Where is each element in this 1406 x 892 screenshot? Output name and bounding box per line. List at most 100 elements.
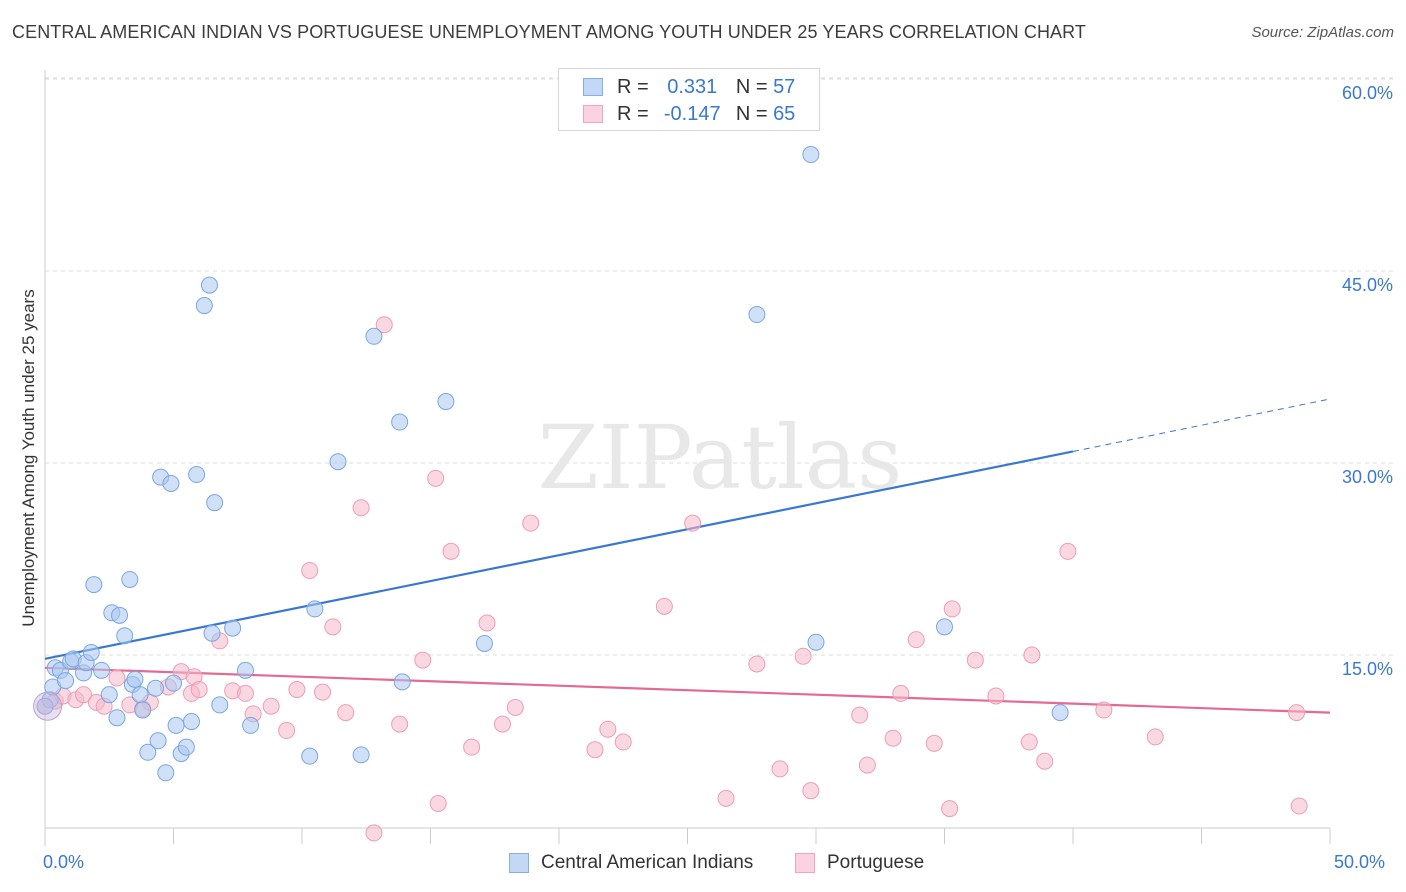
point-portuguese	[802, 782, 820, 800]
point-portuguese	[794, 647, 812, 665]
point-central-american	[131, 686, 149, 704]
point-central-american	[182, 713, 200, 731]
point-central-american	[365, 327, 383, 345]
source-label: Source: ZipAtlas.com	[1251, 24, 1394, 41]
point-central-american	[748, 306, 766, 324]
point-portuguese	[884, 729, 902, 747]
point-portuguese	[324, 618, 342, 636]
point-portuguese	[352, 499, 370, 517]
trend-line-extension	[1072, 398, 1331, 452]
y-tick-label: 60.0%	[1341, 83, 1393, 103]
point-portuguese	[1290, 797, 1308, 815]
data-points	[33, 146, 1308, 842]
point-portuguese	[262, 697, 280, 715]
point-central-american	[36, 697, 54, 715]
point-portuguese	[987, 687, 1005, 705]
point-central-american	[108, 709, 126, 727]
point-central-american	[162, 474, 180, 492]
point-portuguese	[1036, 752, 1054, 770]
point-portuguese	[493, 715, 511, 733]
bottom-legend-label: Portuguese	[827, 852, 925, 873]
point-portuguese	[375, 316, 393, 334]
point-central-american	[157, 764, 175, 782]
y-tick-label: 15.0%	[1341, 659, 1393, 679]
point-portuguese	[586, 741, 604, 759]
gridlines	[45, 77, 1395, 656]
point-portuguese	[442, 542, 460, 560]
bottom-legend-swatch-pink	[795, 853, 815, 873]
point-portuguese	[337, 704, 355, 722]
legend-r-value: 0.331	[667, 76, 718, 98]
point-portuguese	[478, 614, 496, 632]
point-portuguese	[599, 720, 617, 738]
point-central-american	[200, 276, 218, 294]
point-central-american	[807, 633, 825, 651]
point-central-american	[936, 618, 953, 636]
watermark: ZIPatlas	[538, 406, 903, 509]
point-portuguese	[1023, 646, 1041, 664]
point-portuguese	[684, 514, 702, 532]
trend-line-portuguese	[44, 666, 1331, 714]
point-central-american	[149, 732, 167, 750]
legend-swatch-blue	[583, 78, 603, 96]
point-portuguese	[365, 824, 383, 842]
point-portuguese	[108, 669, 126, 687]
point-portuguese	[1095, 701, 1113, 719]
point-portuguese	[925, 734, 943, 752]
correlation-legend: R = 0.331 N = 57 R = -0.147 N = 65	[558, 68, 820, 131]
point-portuguese	[1288, 704, 1306, 722]
legend-r-label: R =	[617, 103, 649, 125]
point-portuguese	[943, 600, 961, 618]
legend-n-value: 65	[773, 103, 796, 125]
point-portuguese	[1020, 733, 1038, 751]
point-portuguese	[522, 514, 540, 532]
point-portuguese	[463, 738, 481, 756]
point-portuguese	[907, 631, 925, 649]
point-central-american	[139, 743, 157, 761]
legend-r-label: R =	[617, 76, 649, 98]
point-portuguese	[851, 706, 869, 724]
point-central-american	[57, 672, 75, 690]
point-central-american	[188, 466, 206, 484]
point-central-american	[121, 570, 139, 588]
point-central-american	[475, 634, 493, 652]
point-portuguese	[414, 651, 432, 669]
point-central-american	[391, 413, 409, 431]
legend-r-value: -0.147	[663, 103, 721, 125]
point-portuguese	[278, 722, 296, 740]
point-central-american	[1051, 704, 1069, 722]
point-central-american	[111, 606, 129, 624]
point-central-american	[393, 673, 411, 691]
point-portuguese	[1059, 542, 1077, 560]
point-cluster-overlap	[33, 691, 63, 721]
point-central-american	[195, 297, 213, 315]
point-central-american	[242, 716, 260, 734]
bottom-legend-label: Central American Indians	[541, 852, 754, 873]
bottom-legend-swatch-blue	[509, 853, 529, 873]
x-tick-label-max: 50.0%	[1334, 852, 1386, 872]
point-central-american	[224, 619, 242, 637]
trend-line-central-american	[44, 450, 1074, 660]
legend-swatch-pink	[583, 105, 603, 123]
point-central-american	[236, 661, 254, 679]
point-portuguese	[506, 698, 524, 716]
point-central-american	[165, 674, 182, 692]
point-portuguese	[966, 651, 984, 669]
trend-lines	[44, 398, 1331, 714]
point-central-american	[82, 643, 100, 661]
point-portuguese	[771, 760, 789, 778]
point-portuguese	[858, 756, 876, 774]
point-central-american	[329, 453, 347, 471]
point-central-american	[100, 686, 118, 704]
point-portuguese	[892, 684, 910, 702]
chart-title: CENTRAL AMERICAN INDIAN VS PORTUGUESE UN…	[12, 22, 1087, 42]
point-central-american	[116, 627, 134, 645]
point-central-american	[85, 576, 103, 594]
point-portuguese	[288, 681, 306, 699]
point-portuguese	[941, 800, 959, 818]
point-central-american	[352, 746, 370, 764]
x-tick-label-min: 0.0%	[43, 852, 85, 872]
point-portuguese	[190, 681, 208, 699]
axes	[44, 70, 1331, 846]
